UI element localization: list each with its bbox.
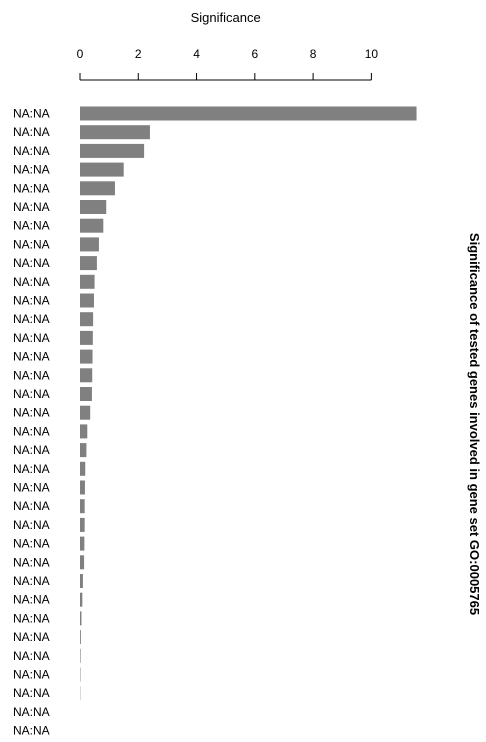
bar [80,499,85,514]
bar [80,293,94,308]
bar [80,592,83,607]
bar [80,368,93,383]
bar [80,387,92,401]
bar [80,443,87,458]
bar [80,461,86,476]
category-label: NA:NA [13,181,50,195]
bar [80,517,85,532]
category-label: NA:NA [13,294,50,308]
x-axis: 0 2 4 6 8 10 [77,47,379,81]
category-label: NA:NA [13,200,50,214]
category-label: NA:NA [13,424,50,438]
bar [80,106,417,121]
bar [80,574,83,588]
category-label: NA:NA [13,649,50,663]
category-label: NA:NA [13,668,50,682]
category-label: NA:NA [13,331,50,345]
x-tick-label: 4 [193,47,200,61]
category-label: NA:NA [13,630,50,644]
category-label: NA:NA [13,237,50,251]
category-label: NA:NA [13,256,50,270]
category-label: NA:NA [13,387,50,401]
bar [80,480,85,495]
x-tick-label: 8 [310,47,317,61]
category-label: NA:NA [13,481,50,495]
category-label: NA:NA [13,107,50,121]
category-label: NA:NA [13,499,50,513]
category-label: NA:NA [13,275,50,289]
category-label: NA:NA [13,312,50,326]
bar [80,405,91,420]
bar [80,162,124,177]
category-label: NA:NA [13,574,50,588]
category-label: NA:NA [13,611,50,625]
bar [80,424,88,439]
bar [80,330,93,345]
category-label: NA:NA [13,406,50,420]
bar [80,536,85,551]
bar [80,349,93,364]
category-label: NA:NA [13,462,50,476]
category-label: NA:NA [13,724,50,738]
bar [80,143,145,158]
chart-title: Significance of tested genes involved in… [467,233,482,615]
bar [80,200,107,214]
category-label: NA:NA [13,537,50,551]
x-tick-label: 0 [77,47,84,61]
bar [80,237,99,252]
bar [80,312,94,327]
bar [80,611,82,626]
bar [80,630,81,645]
bars [80,106,417,701]
category-label: NA:NA [13,219,50,233]
category-label: NA:NA [13,125,50,139]
category-label: NA:NA [13,144,50,158]
category-label: NA:NA [13,443,50,457]
bar [80,648,81,663]
category-label: NA:NA [13,368,50,382]
x-tick-label: 6 [251,47,258,61]
bar [80,181,115,196]
category-label: NA:NA [13,518,50,532]
x-tick-label: 10 [365,47,379,61]
category-label: NA:NA [13,350,50,364]
category-label: NA:NA [13,593,50,607]
category-label: NA:NA [13,163,50,177]
bar [80,256,97,271]
category-label: NA:NA [13,686,50,700]
category-label: NA:NA [13,705,50,719]
x-tick-label: 2 [135,47,142,61]
bar [80,274,95,289]
x-axis-title: Significance [191,10,261,25]
category-label: NA:NA [13,555,50,569]
category-labels: NA:NA NA:NA NA:NA NA:NA NA:NA NA:NA NA:NA NA:NA… [13,107,50,738]
bar [80,218,104,233]
bar [80,555,85,570]
bar [80,125,150,140]
